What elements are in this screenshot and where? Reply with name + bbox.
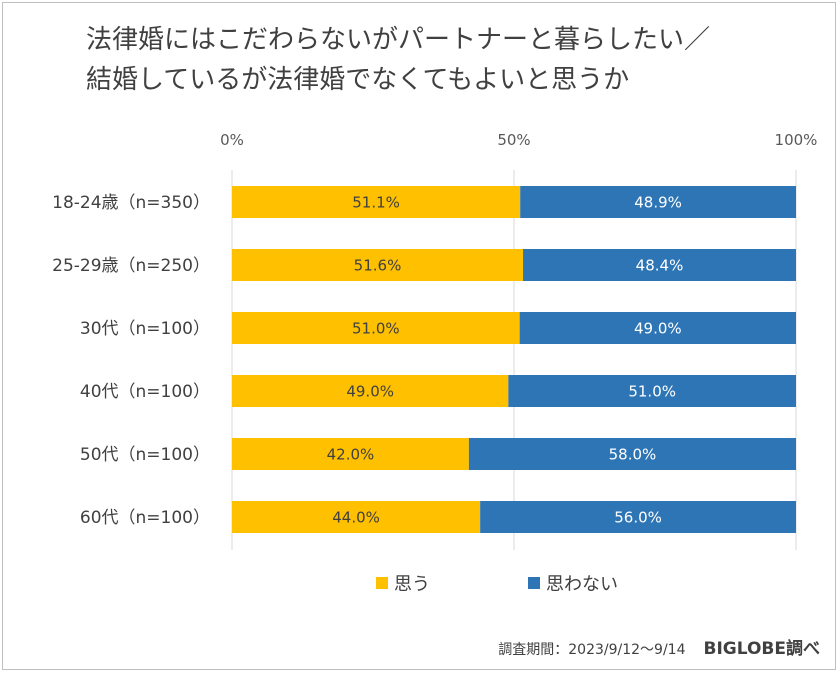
- data-label-3-1: 51.0%: [628, 383, 676, 401]
- survey-period: 調査期間：2023/9/12～9/14: [498, 642, 686, 658]
- source-brand: BIGLOBE調べ: [703, 639, 821, 659]
- chart-title-line2: 結婚しているが法律婚でなくてもよいと思うか: [86, 65, 630, 95]
- data-label-0-0: 51.1%: [352, 194, 400, 212]
- legend-item-agree: 思う: [376, 570, 430, 596]
- category-label-0: 18-24歳（n=350）: [52, 193, 210, 213]
- data-label-3-0: 49.0%: [346, 383, 394, 401]
- bar-segment-0-0: [232, 186, 521, 218]
- data-label-4-1: 58.0%: [609, 446, 657, 464]
- bar-segment-1-0: [232, 249, 524, 281]
- category-label-5: 60代（n=100）: [80, 508, 210, 528]
- chart-title-line1: 法律婚にはこだわらないがパートナーと暮らしたい／: [86, 25, 711, 55]
- category-label-4: 50代（n=100）: [80, 445, 210, 465]
- legend-label-disagree: 思わない: [546, 574, 618, 595]
- bar-segment-3-0: [232, 375, 509, 407]
- category-label-1: 25-29歳（n=250）: [52, 256, 210, 276]
- bar-segment-2-1: [519, 312, 796, 344]
- x-tick-label-2: 100%: [775, 131, 818, 149]
- data-label-2-0: 51.0%: [352, 320, 400, 338]
- legend-label-agree: 思う: [394, 574, 430, 595]
- data-label-2-1: 49.0%: [634, 320, 682, 338]
- bar-segment-5-1: [480, 501, 796, 533]
- category-label-2: 30代（n=100）: [80, 319, 210, 339]
- legend: 思う 思わない: [0, 570, 840, 600]
- data-label-4-0: 42.0%: [327, 446, 375, 464]
- data-label-1-1: 48.4%: [636, 257, 684, 275]
- bar-segment-3-1: [508, 375, 796, 407]
- x-tick-label-1: 50%: [497, 131, 530, 149]
- legend-item-disagree: 思わない: [528, 570, 618, 596]
- data-label-1-0: 51.6%: [354, 257, 402, 275]
- bar-segment-1-1: [523, 249, 796, 281]
- chart-title: 法律婚にはこだわらないがパートナーと暮らしたい／ 結婚しているが法律婚でなくても…: [86, 20, 806, 100]
- data-label-5-0: 44.0%: [332, 509, 380, 527]
- bar-segment-4-1: [468, 438, 796, 470]
- bar-segment-4-0: [232, 438, 469, 470]
- legend-swatch-disagree: [528, 577, 540, 589]
- legend-swatch-agree: [376, 577, 388, 589]
- bar-segment-0-1: [520, 186, 796, 218]
- category-label-3: 40代（n=100）: [80, 382, 210, 402]
- data-label-0-1: 48.9%: [634, 194, 682, 212]
- bar-segment-2-0: [232, 312, 520, 344]
- footer: 調査期間：2023/9/12～9/14 BIGLOBE調べ: [420, 634, 821, 659]
- bar-segment-5-0: [232, 501, 481, 533]
- x-tick-label-0: 0%: [220, 131, 244, 149]
- data-label-5-1: 56.0%: [614, 509, 662, 527]
